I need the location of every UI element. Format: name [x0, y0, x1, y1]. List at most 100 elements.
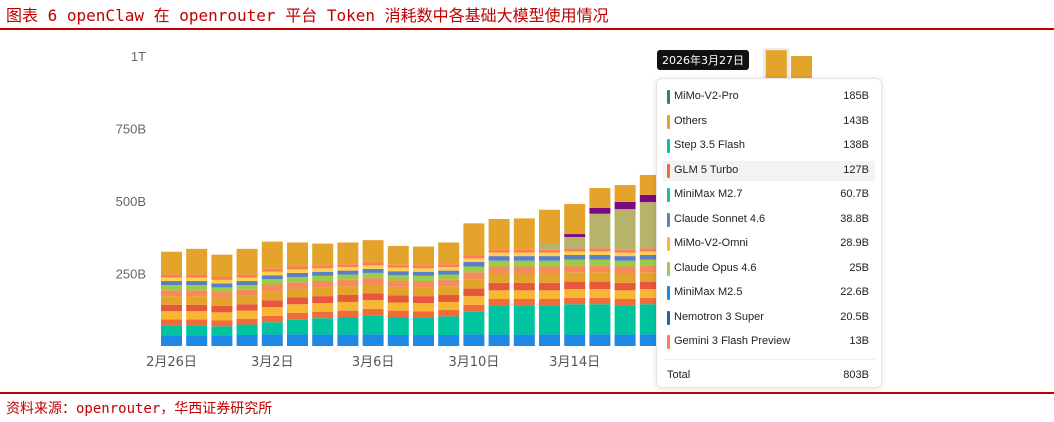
bar-segment	[337, 317, 359, 335]
tooltip-series-name: Others	[674, 114, 708, 127]
bar-segment	[589, 207, 611, 214]
bar-segment	[287, 297, 308, 305]
legend-swatch	[667, 90, 670, 104]
bar-segment	[564, 304, 586, 335]
bar-segment	[513, 256, 535, 261]
tooltip-series-name: Claude Sonnet 4.6	[674, 212, 766, 225]
bar-segment-others	[161, 251, 182, 275]
tooltip-series-name: MiMo-V2-Pro	[674, 90, 739, 102]
bar-segment	[589, 297, 611, 305]
bar-segment	[564, 251, 586, 255]
bar-segment	[539, 249, 560, 253]
tooltip-row: Others 143B	[663, 112, 875, 132]
bar-segment	[438, 294, 460, 302]
bar-segment	[387, 310, 409, 317]
bar-segment	[614, 334, 636, 346]
bar-segment	[614, 282, 636, 291]
bar-segment	[488, 299, 510, 306]
bar-segment	[488, 282, 510, 291]
bar-segment	[312, 303, 334, 312]
bar-segment	[236, 274, 258, 278]
legend-swatch	[667, 237, 670, 251]
bar-segment	[513, 305, 535, 335]
bar-segment	[463, 255, 485, 259]
bar-segment	[488, 252, 510, 257]
bar-segment	[387, 275, 409, 281]
tooltip-row: Nemotron 3 Super 20.5B	[663, 308, 875, 328]
bar-segment	[564, 281, 586, 290]
bar-segment	[337, 267, 359, 271]
tooltip-row: MiMo-V2-Pro 185B	[663, 87, 875, 107]
bar-segment	[312, 281, 334, 288]
bar-segment	[362, 265, 384, 269]
tooltip-row: Claude Sonnet 4.6 38.8B	[663, 210, 875, 230]
bar-segment	[513, 266, 535, 274]
bar-segment	[463, 296, 485, 305]
legend-swatch	[667, 335, 670, 349]
bar-segment-others	[614, 185, 636, 202]
bar-segment	[639, 254, 661, 260]
source-rule	[0, 392, 1054, 394]
bar-segment	[539, 266, 560, 274]
bar-segment	[161, 311, 182, 320]
bar-segment	[337, 310, 359, 317]
bar-segment	[639, 304, 661, 335]
bar-segment	[463, 311, 485, 335]
bar-segment	[312, 296, 334, 304]
tooltip-series-value: 143B	[843, 114, 869, 127]
bar-segment	[236, 281, 258, 286]
bar-segment	[639, 272, 661, 282]
bar-segment	[186, 274, 208, 278]
bar-segment	[413, 281, 434, 288]
bar-segment	[639, 194, 661, 203]
bar-segment	[186, 281, 208, 286]
bar-segment	[337, 270, 359, 275]
bar-segment	[564, 259, 586, 266]
tooltip-series-name: MiMo-V2-Omni	[674, 237, 748, 249]
bar-segment	[614, 266, 636, 274]
bar-segment	[186, 325, 208, 336]
bar-segment	[387, 271, 409, 276]
bar-segment	[639, 281, 661, 290]
legend-swatch	[667, 163, 670, 178]
bar-segment	[211, 283, 233, 288]
bar-segment	[438, 279, 460, 287]
bar-segment	[413, 317, 434, 335]
bar-segment-others	[261, 241, 283, 269]
bar-segment	[387, 317, 409, 335]
bar-segment	[614, 260, 636, 267]
bar-segment	[614, 201, 636, 210]
tooltip-row: MiMo-V2-Omni 28.9B	[663, 234, 875, 254]
bar-segment	[261, 275, 283, 280]
bar-segment	[488, 256, 510, 261]
tooltip-series-value: 25B	[849, 261, 869, 274]
bar-segment	[337, 264, 359, 268]
bar-segment	[287, 288, 308, 298]
bar-segment	[564, 254, 586, 260]
bar-segment	[614, 305, 636, 335]
bar-segment	[488, 266, 510, 274]
bar-segment	[362, 300, 384, 309]
bar-segment	[236, 277, 258, 282]
bar-segment	[236, 324, 258, 335]
bar-segment	[236, 304, 258, 311]
bar-segment	[614, 249, 636, 253]
bar-segment	[513, 260, 535, 267]
tooltip-series-value: 20.5B	[840, 310, 869, 323]
legend-swatch	[667, 188, 670, 202]
legend-swatch	[667, 114, 670, 129]
bar-segment-others	[337, 242, 359, 265]
bar-segment	[589, 281, 611, 290]
bar-segment	[564, 272, 586, 282]
bar-segment	[488, 305, 510, 335]
bar-segment	[362, 268, 384, 273]
bar-segment	[413, 303, 434, 312]
bar-segment	[312, 334, 334, 346]
bar-segment	[287, 319, 308, 335]
bar-segment	[539, 260, 560, 267]
bar-segment	[261, 307, 283, 316]
x-tick-label: 2月26日	[146, 355, 197, 370]
bar-segment	[287, 276, 308, 283]
bar-segment	[463, 258, 485, 262]
bar-segment	[614, 290, 636, 300]
